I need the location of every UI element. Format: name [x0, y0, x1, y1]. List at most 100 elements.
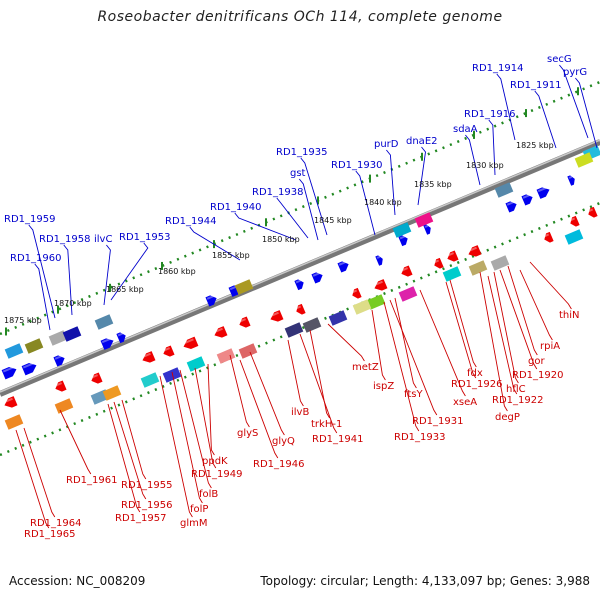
gene-arrow: [337, 261, 349, 273]
kbp-label: 1860 kbp: [158, 267, 196, 276]
gene-shine: [295, 305, 302, 310]
label-leader: [355, 170, 376, 236]
gene-label-bottom: RD1_1933: [394, 432, 445, 443]
gene-label-top: RD1_1959: [4, 214, 55, 225]
kbp-scale-labels: 1875 kbp 1870 kbp 1865 kbp 1860 kbp 1855 kbp…: [4, 141, 554, 325]
label-leader: [229, 354, 250, 428]
gene-label-top: RD1_1958: [39, 234, 90, 245]
gene-arrow: [521, 194, 533, 206]
gene-arrow: [570, 215, 580, 227]
gene-label-top: gst: [290, 168, 306, 179]
gene-shine: [22, 362, 34, 369]
gene-shine: [399, 235, 406, 240]
gene-shine: [213, 327, 223, 334]
label-leader: [239, 359, 279, 459]
gene-shine: [506, 201, 514, 206]
label-leader: [28, 224, 56, 319]
label-leader: [299, 333, 338, 434]
label-leader: [63, 244, 73, 316]
gene-label-bottom: RD1_1941: [312, 434, 363, 445]
label-leader: [189, 226, 241, 261]
gene-arrow: [205, 295, 217, 307]
gene-arrow: [375, 255, 383, 266]
gene-label-bottom: xseA: [453, 397, 477, 408]
kbp-label: 1845 kbp: [314, 216, 352, 225]
gene-arrow: [1, 367, 17, 380]
gene-arrow: [588, 206, 598, 218]
label-leader: [59, 409, 92, 475]
gene-label-top: purD: [374, 139, 399, 150]
forward-gene: [21, 362, 37, 376]
forward-gene: [423, 224, 431, 235]
gene-shine: [117, 332, 124, 337]
label-leader: [171, 371, 203, 504]
reverse-gene: [3, 396, 18, 408]
reverse-gene: [141, 351, 156, 363]
label-leader: [23, 427, 56, 518]
forward-gene: [205, 295, 217, 307]
gene-arrow: [398, 235, 408, 247]
label-leader: [249, 351, 285, 436]
gene-label-top: pyrG: [563, 67, 587, 78]
kbp-label: 1870 kbp: [54, 299, 92, 308]
gene-arrow: [311, 272, 323, 284]
label-leader: [507, 265, 538, 356]
reverse-gene: [213, 326, 228, 338]
gene-shine: [90, 374, 98, 379]
gene-label-bottom: ftsY: [404, 389, 423, 400]
gene-arrow: [163, 345, 175, 357]
feature-box: [468, 260, 488, 276]
gene-arrow: [544, 231, 554, 243]
gene-label-bottom: glmM: [180, 518, 208, 529]
reverse-gene: [238, 316, 251, 328]
feature-box: [414, 212, 434, 228]
label-leader: [499, 269, 538, 370]
label-leader: [488, 119, 496, 176]
kbp-label: 1850 kbp: [262, 235, 300, 244]
kbp-label: 1855 kbp: [212, 251, 250, 260]
feature-box: [94, 314, 114, 330]
genome-backbone: [0, 139, 600, 397]
gene-label-bottom: RD1_1965: [24, 529, 75, 540]
gene-label-bottom: metZ: [352, 362, 379, 373]
feature-box: [442, 266, 462, 282]
gene-arrow: [447, 250, 459, 262]
reverse-gene: [433, 257, 444, 269]
forward-gene: [1, 366, 17, 380]
feature-box: [216, 348, 236, 364]
gene-label-bottom: trkH-1: [311, 419, 342, 430]
reverse-gene: [182, 336, 199, 349]
gene-label-bottom: thiN: [559, 310, 580, 321]
gene-arrow: [296, 303, 306, 315]
reverse-gene: [569, 215, 580, 227]
kbp-label: 1865 kbp: [106, 285, 144, 294]
label-leader: [575, 77, 598, 149]
forward-gene: [116, 332, 126, 344]
feature-box: [564, 229, 584, 245]
gene-label-bottom: RD1_1949: [191, 469, 242, 480]
gene-label-bottom: RD1_1956: [121, 500, 172, 511]
feature-box: [4, 414, 24, 430]
reverse-gene: [269, 310, 284, 322]
gene-label-top: sdaA: [453, 124, 478, 135]
kbp-label: 1825 kbp: [516, 141, 554, 150]
gene-shine: [424, 224, 429, 228]
reverse-gene: [54, 380, 67, 392]
feature-box: [328, 310, 348, 326]
gene-label-bottom: rpiA: [540, 341, 560, 352]
gene-label-top: RD1_1938: [252, 187, 303, 198]
label-leader: [276, 197, 309, 239]
gene-arrow: [183, 336, 199, 349]
gene-label-bottom: folP: [190, 504, 208, 515]
label-leader: [15, 429, 50, 529]
gene-arrow: [53, 355, 65, 367]
feature-box: [238, 343, 258, 359]
gene-arrow: [423, 224, 431, 235]
label-leader: [207, 363, 215, 456]
scale-rulers: [0, 80, 600, 457]
gene-shine: [54, 382, 62, 387]
gene-arrow: [270, 310, 284, 322]
gene-shine: [467, 246, 477, 253]
reverse-gene: [351, 287, 362, 299]
